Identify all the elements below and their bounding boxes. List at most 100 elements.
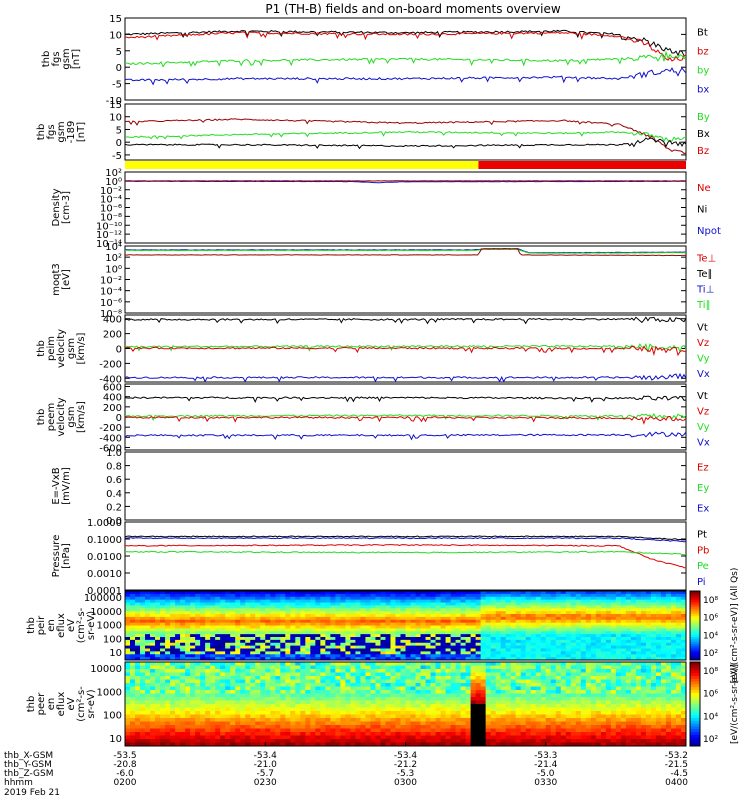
- heatmap-cell: [600, 614, 607, 618]
- heatmap-cell: [200, 693, 206, 698]
- heatmap-cell: [330, 735, 336, 740]
- heatmap-cell: [595, 611, 602, 615]
- heatmap-cell: [205, 614, 211, 618]
- heatmap-cell: [340, 593, 346, 598]
- heatmap-cell: [330, 602, 336, 606]
- heatmap-cell: [380, 693, 386, 698]
- heatmap-cell: [405, 648, 411, 652]
- heatmap-cell: [125, 725, 131, 729]
- heatmap-cell: [515, 742, 522, 747]
- heatmap-cell: [475, 676, 482, 680]
- heatmap-cell: [480, 700, 487, 705]
- heatmap-cell: [620, 654, 627, 658]
- heatmap-cell: [260, 591, 266, 595]
- heatmap-cell: [530, 605, 537, 609]
- heatmap-cell: [310, 714, 316, 719]
- heatmap-cell: [465, 707, 472, 712]
- heatmap-cell: [190, 608, 196, 612]
- heatmap-cell: [200, 645, 206, 649]
- heatmap-cell: [415, 735, 421, 740]
- heatmap-cell: [230, 732, 236, 736]
- heatmap-cell: [210, 697, 216, 701]
- heatmap-cell: [140, 605, 146, 609]
- heatmap-cell: [200, 654, 206, 658]
- heatmap-cell: [220, 625, 226, 629]
- heatmap-cell: [500, 628, 507, 632]
- heatmap-cell: [450, 686, 456, 691]
- heatmap-cell: [245, 599, 251, 603]
- heatmap-cell: [550, 625, 557, 629]
- heatmap-cell: [285, 639, 291, 644]
- heatmap-cell: [200, 683, 206, 687]
- heatmap-cell: [135, 711, 141, 715]
- heatmap-cell: [520, 665, 527, 670]
- heatmap-cell: [540, 605, 547, 609]
- heatmap-cell: [325, 690, 331, 694]
- heatmap-cell: [570, 619, 577, 624]
- heatmap-cell: [505, 700, 512, 705]
- heatmap-cell: [165, 693, 171, 698]
- heatmap-cell: [535, 657, 542, 661]
- heatmap-cell: [215, 679, 221, 684]
- heatmap-cell: [165, 732, 171, 736]
- heatmap-cell: [630, 654, 637, 658]
- heatmap-cell: [370, 616, 376, 621]
- heatmap-cell: [355, 679, 361, 684]
- heatmap-cell: [425, 718, 431, 722]
- heatmap-cell: [270, 669, 276, 673]
- heatmap-cell: [625, 645, 632, 649]
- heatmap-cell: [335, 605, 341, 609]
- heatmap-cell: [270, 645, 276, 649]
- heatmap-cell: [240, 718, 246, 722]
- heatmap-cell: [545, 593, 552, 598]
- heatmap-cell: [595, 622, 602, 626]
- heatmap-cell: [155, 625, 161, 629]
- heatmap-cell: [475, 619, 482, 624]
- heatmap-cell: [495, 693, 502, 698]
- heatmap-cell: [485, 683, 492, 687]
- heatmap-cell: [475, 721, 482, 726]
- heatmap-cell: [300, 628, 306, 632]
- heatmap-cell: [420, 602, 426, 606]
- heatmap-cell: [550, 602, 557, 606]
- heatmap-cell: [520, 679, 527, 684]
- heatmap-cell: [385, 686, 391, 691]
- heatmap-cell: [365, 711, 371, 715]
- heatmap-cell: [135, 648, 141, 652]
- heatmap-cell: [430, 693, 436, 698]
- heatmap-cell: [250, 704, 256, 708]
- heatmap-cell: [155, 608, 161, 612]
- heatmap-cell: [150, 631, 156, 635]
- heatmap-cell: [490, 690, 497, 694]
- heatmap-cell: [500, 693, 507, 698]
- heatmap-cell: [660, 648, 667, 652]
- heatmap-cell: [595, 616, 602, 621]
- heatmap-cell: [345, 725, 351, 729]
- heatmap-cell: [240, 662, 246, 666]
- heatmap-cell: [445, 593, 451, 598]
- heatmap-cell: [195, 683, 201, 687]
- heatmap-cell: [140, 611, 146, 615]
- heatmap-cell: [495, 625, 502, 629]
- heatmap-cell: [270, 614, 276, 618]
- heatmap-cell: [310, 711, 316, 715]
- heatmap-cell: [250, 639, 256, 644]
- heatmap-cell: [640, 639, 647, 644]
- heatmap-cell: [220, 639, 226, 644]
- heatmap-cell: [300, 657, 306, 661]
- heatmap-cell: [420, 654, 426, 658]
- colorbar-cell: [690, 632, 700, 636]
- heatmap-cell: [415, 651, 421, 655]
- heatmap-cell: [280, 732, 286, 736]
- heatmap-cell: [135, 602, 141, 606]
- heatmap-cell: [515, 714, 522, 719]
- heatmap-cell: [520, 637, 527, 641]
- heatmap-cell: [425, 665, 431, 670]
- heatmap-cell: [520, 732, 527, 736]
- heatmap-cell: [335, 622, 341, 626]
- heatmap-cell: [335, 704, 341, 708]
- heatmap-cell: [565, 593, 572, 598]
- heatmap-cell: [500, 599, 507, 603]
- heatmap-cell: [365, 728, 371, 733]
- heatmap-cell: [405, 599, 411, 603]
